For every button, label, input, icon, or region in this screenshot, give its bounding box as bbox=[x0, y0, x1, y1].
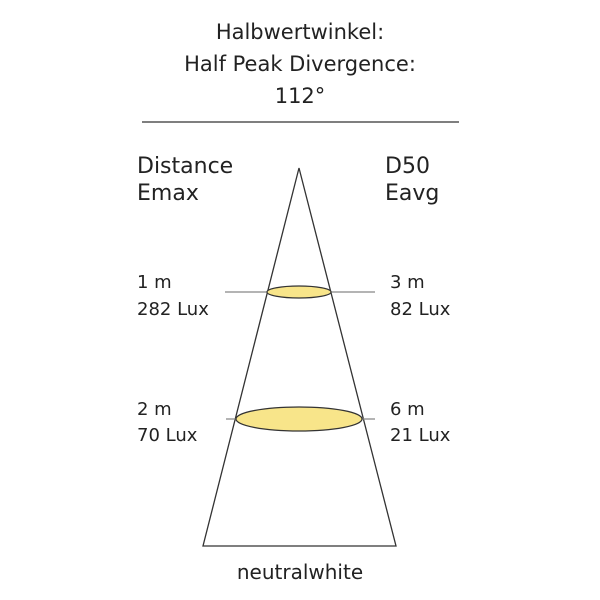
level-1-diameter: 3 m bbox=[390, 272, 425, 293]
level-1-emax: 282 Lux bbox=[137, 299, 209, 320]
left-header-distance: Distance bbox=[137, 154, 234, 179]
color-temperature-label: neutralwhite bbox=[236, 560, 364, 584]
left-header-emax: Emax bbox=[137, 181, 199, 206]
beam-angle: 112° bbox=[274, 84, 326, 108]
title-line-1: Halbwertwinkel: bbox=[215, 20, 385, 44]
light-spot-2 bbox=[235, 406, 363, 432]
title-line-2: Half Peak Divergence: bbox=[184, 52, 416, 76]
level-2-distance: 2 m bbox=[137, 399, 172, 420]
level-2-diameter: 6 m bbox=[390, 399, 425, 420]
level-1-eavg: 82 Lux bbox=[390, 299, 451, 320]
light-spot-1 bbox=[266, 285, 332, 299]
right-header-eavg: Eavg bbox=[385, 181, 440, 206]
level-2-eavg: 21 Lux bbox=[390, 425, 451, 446]
level-2-emax: 70 Lux bbox=[137, 425, 198, 446]
right-header-d50: D50 bbox=[385, 154, 430, 179]
level-1-distance: 1 m bbox=[137, 272, 172, 293]
beam-cone bbox=[202, 167, 397, 547]
